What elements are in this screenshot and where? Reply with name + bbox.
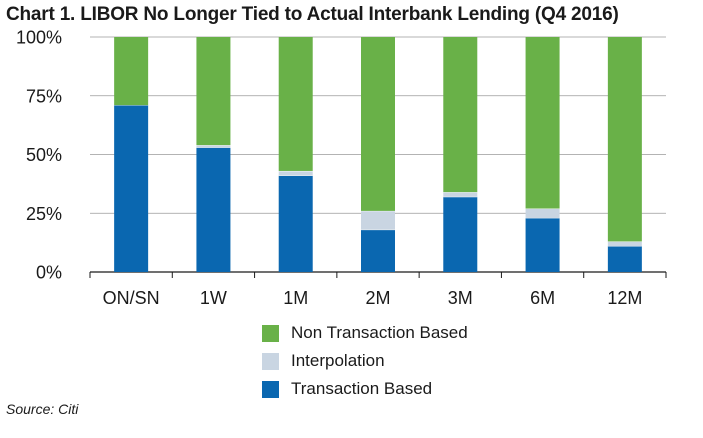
legend-item: Interpolation [262,351,385,371]
legend-item: Non Transaction Based [262,323,468,343]
y-tick-label: 100% [16,28,62,48]
bar-segment-interpolation [607,241,642,247]
bar-segment-transaction-based [278,175,313,272]
x-tick-label: 12M [607,288,642,308]
x-tick-label: ON/SN [103,288,160,308]
x-tick-label: 6M [530,288,555,308]
bar-segment-non-transaction-based [443,37,478,193]
bar-segment-interpolation [525,208,560,218]
x-tick-label: 2M [365,288,390,308]
bar-segment-interpolation [278,170,313,176]
bar-segment-non-transaction-based [361,37,395,211]
bar-segment-non-transaction-based [607,37,642,242]
bar-segment-transaction-based [525,217,560,272]
bar-segment-non-transaction-based [196,37,231,146]
bar-segment-interpolation [196,145,231,148]
y-tick-label: 50% [26,145,62,165]
source-note: Source: Citi [6,401,79,417]
legend-swatch [262,380,279,398]
chart-title: Chart 1. LIBOR No Longer Tied to Actual … [6,4,619,25]
bar-segment-interpolation [361,210,395,230]
bar-segment-transaction-based [196,147,231,272]
y-tick-label: 0% [36,263,62,283]
bar-segment-transaction-based [114,105,149,273]
bar-segment-non-transaction-based [114,37,149,106]
legend-label: Non Transaction Based [291,323,468,342]
bar-segment-non-transaction-based [278,37,313,171]
legend-label: Transaction Based [291,379,433,398]
x-tick-label: 3M [448,288,473,308]
legend-item: Transaction Based [262,379,432,399]
x-tick-label: 1M [283,288,308,308]
legend-swatch [262,352,279,370]
x-tick-label: 1W [200,288,227,308]
bar-segment-non-transaction-based [525,37,560,209]
legend-swatch [262,324,279,342]
bar-segment-transaction-based [361,229,395,272]
y-tick-label: 25% [26,204,62,224]
bar-segment-interpolation [443,192,478,197]
bar-segment-transaction-based [443,196,478,272]
y-tick-label: 75% [26,86,62,106]
legend-label: Interpolation [291,351,385,370]
bar-segment-transaction-based [607,246,642,272]
